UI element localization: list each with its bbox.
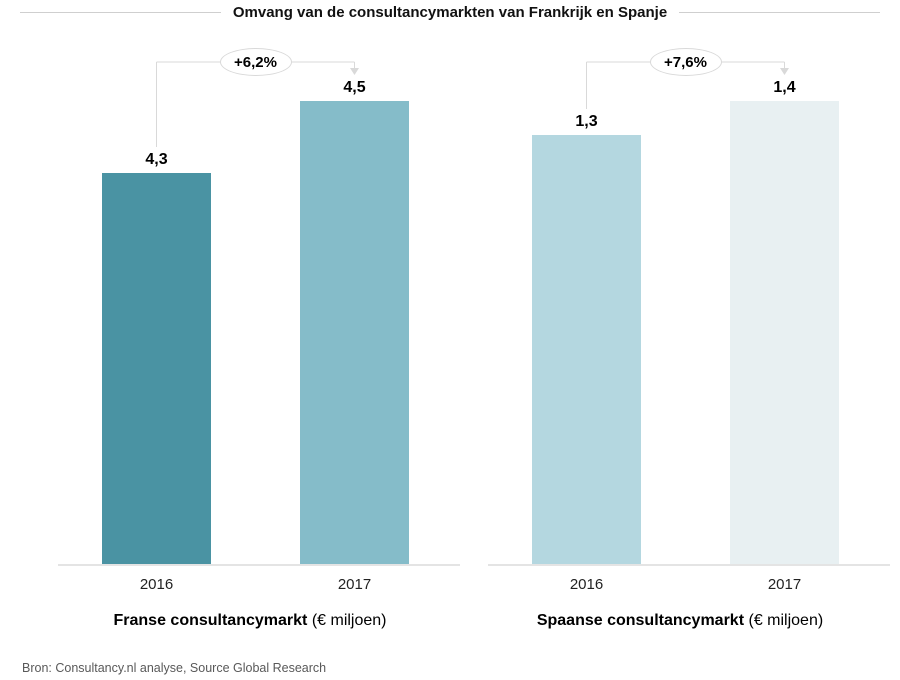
- growth-label: +7,6%: [664, 53, 707, 71]
- growth-badge: +6,2%: [219, 48, 292, 76]
- arrow-down-icon: [350, 68, 359, 75]
- chart-spain: +7,6% 1,3 1,4 2016 2017 Spaanse consulta…: [470, 45, 890, 645]
- bar-value-label: 1,4: [773, 79, 796, 96]
- bar-france-2016: 4,3: [102, 151, 211, 565]
- growth-label: +6,2%: [234, 53, 277, 71]
- x-axis-line: [58, 564, 460, 566]
- chart-subtitle: Franse consultancymarkt (€ miljoen): [40, 612, 460, 630]
- chart-france: +6,2% 4,3 4,5 2016 2017 Franse consultan…: [40, 45, 460, 645]
- title-row: Omvang van de consultancymarkten van Fra…: [0, 4, 900, 21]
- chart-subtitle-unit: (€ miljoen): [311, 612, 387, 629]
- bar-value-label: 4,5: [343, 79, 366, 96]
- x-tick-2017: 2017: [337, 576, 372, 593]
- bar-spain-2016: 1,3: [532, 113, 641, 565]
- chart-subtitle-name: Spaanse consultancymarkt: [536, 612, 745, 629]
- chart-subtitle-name: Franse consultancymarkt: [113, 612, 308, 629]
- page-title: Omvang van de consultancymarkten van Fra…: [232, 4, 668, 21]
- bar-value-label: 1,3: [575, 113, 598, 130]
- growth-badge: +7,6%: [649, 48, 722, 76]
- bar-france-2017: 4,5: [300, 79, 409, 565]
- chart-subtitle-unit: (€ miljoen): [748, 612, 824, 629]
- x-tick-2016: 2016: [139, 576, 174, 593]
- bar-spain-2017: 1,4: [730, 79, 839, 565]
- title-rule-right: [679, 12, 881, 13]
- source-note: Bron: Consultancy.nl analyse, Source Glo…: [22, 661, 327, 675]
- x-tick-2017: 2017: [767, 576, 802, 593]
- bar-value-label: 4,3: [145, 151, 168, 168]
- x-axis-line: [488, 564, 890, 566]
- chart-subtitle: Spaanse consultancymarkt (€ miljoen): [470, 612, 890, 630]
- title-rule-left: [20, 12, 221, 13]
- arrow-down-icon: [780, 68, 789, 75]
- x-tick-2016: 2016: [569, 576, 604, 593]
